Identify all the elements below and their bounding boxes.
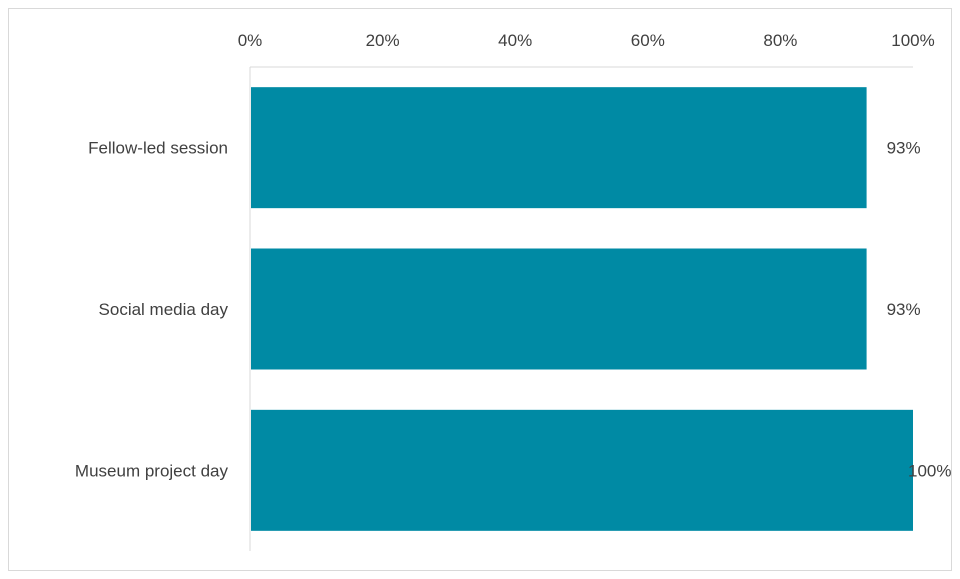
category-labels: Fellow-led session Social media day Museum… bbox=[75, 139, 229, 481]
x-tick-label: 0% bbox=[238, 31, 263, 50]
x-tick-label: 80% bbox=[763, 31, 797, 50]
x-tick-label: 60% bbox=[631, 31, 665, 50]
bar bbox=[251, 248, 867, 370]
x-tick-label: 100% bbox=[891, 31, 934, 50]
data-label: 93% bbox=[887, 139, 921, 158]
bars bbox=[251, 87, 913, 531]
x-tick-labels: 0% 20% 40% 60% 80% 100% bbox=[238, 31, 935, 50]
category-label: Museum project day bbox=[75, 461, 229, 480]
category-label: Fellow-led session bbox=[88, 139, 228, 158]
category-label: Social media day bbox=[99, 300, 229, 319]
data-label: 100% bbox=[908, 461, 951, 480]
bar bbox=[251, 87, 867, 209]
data-label: 93% bbox=[887, 300, 921, 319]
bar bbox=[251, 409, 913, 531]
x-tick-label: 40% bbox=[498, 31, 532, 50]
x-tick-label: 20% bbox=[366, 31, 400, 50]
data-labels: 93% 93% 100% bbox=[887, 139, 952, 481]
